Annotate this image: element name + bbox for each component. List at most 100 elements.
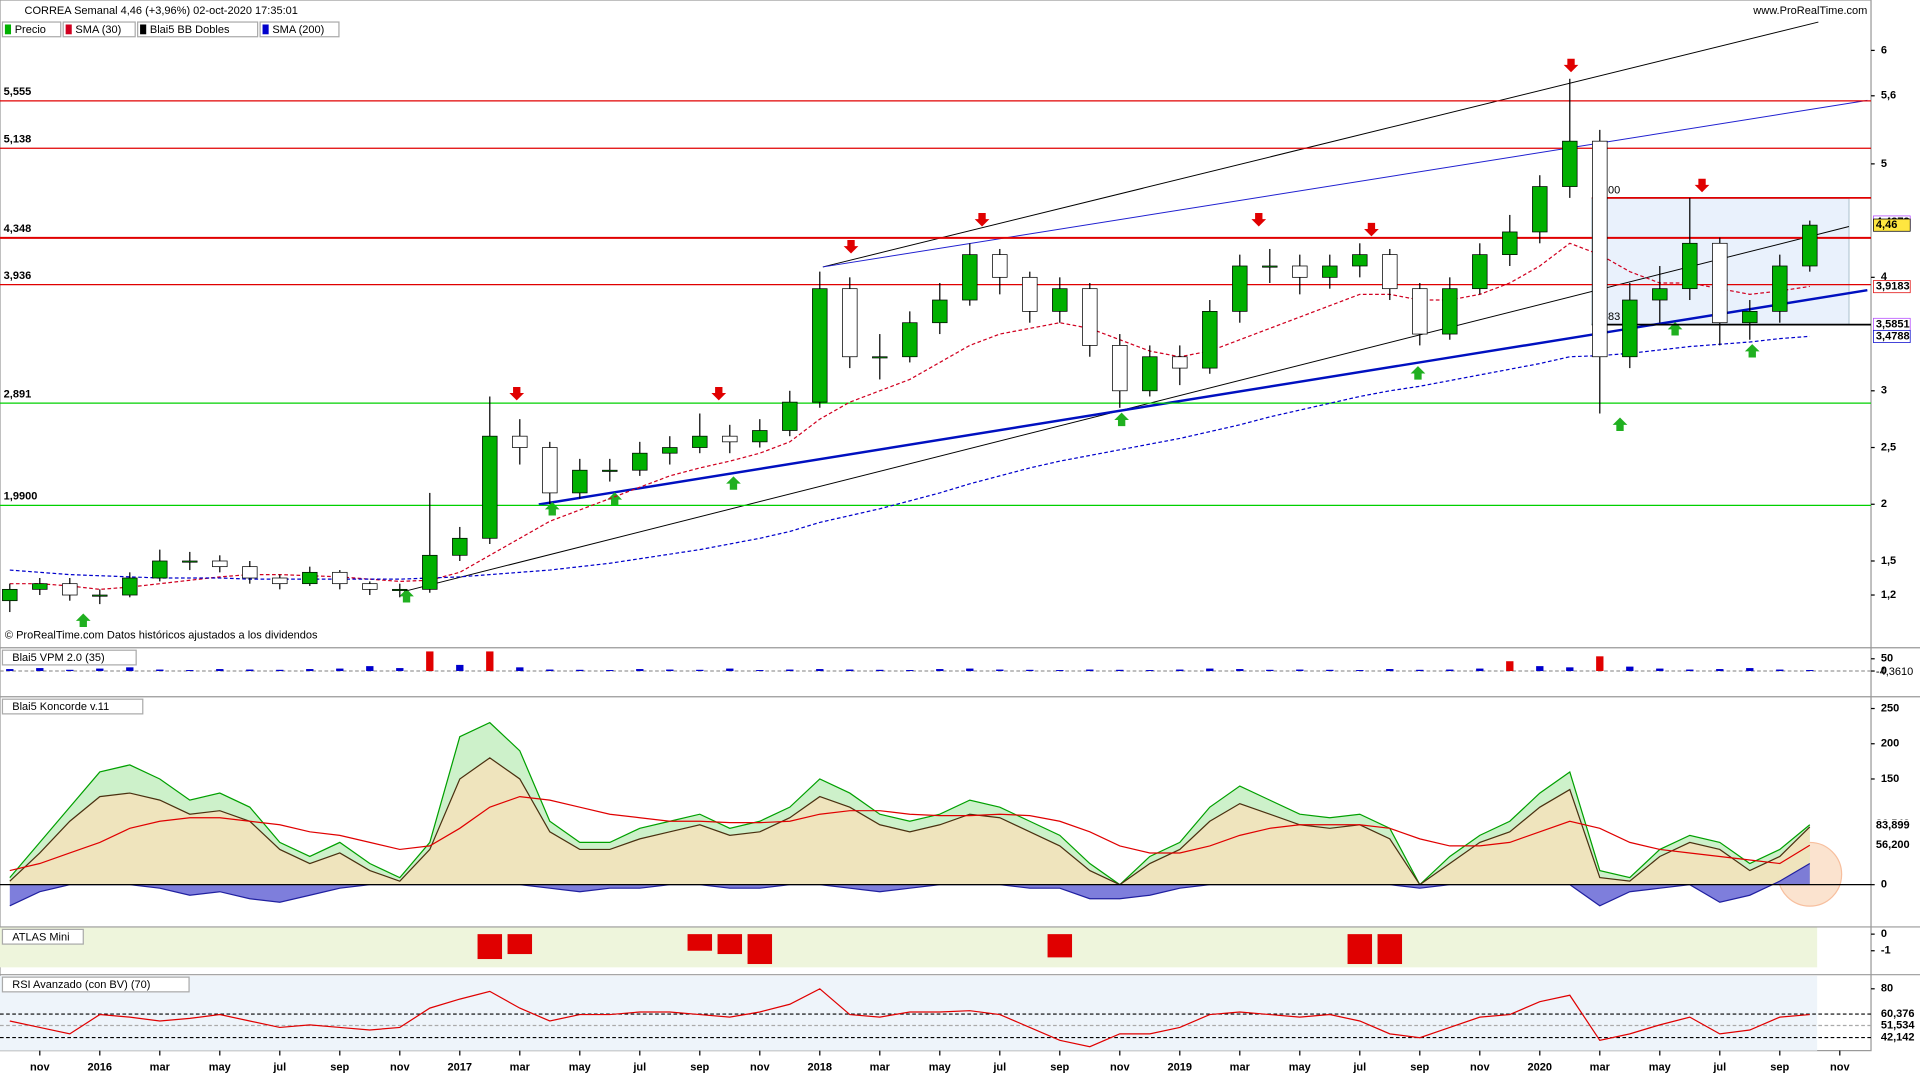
- x-tick-label: 2019: [1168, 1062, 1193, 1074]
- legend-box: [62, 21, 136, 38]
- candle-body: [32, 583, 48, 590]
- candle-body: [62, 583, 78, 596]
- x-tick-label: nov: [1110, 1062, 1130, 1074]
- y-tick-label: 200: [1881, 738, 1899, 750]
- candle-body: [1022, 276, 1038, 312]
- price-tag: 4,46: [1876, 219, 1897, 231]
- x-tick-label: sep: [690, 1062, 709, 1074]
- x-tick-label: jul: [1352, 1062, 1366, 1074]
- price-tag-bg: [1873, 329, 1911, 343]
- panel-title: Blai5 VPM 2.0 (35): [12, 652, 104, 664]
- candle-body: [932, 299, 948, 324]
- bar: [507, 934, 533, 955]
- bar: [726, 668, 734, 672]
- bar: [1296, 669, 1304, 672]
- candle-body: [422, 554, 438, 590]
- y-tick-label: 2: [1881, 498, 1887, 510]
- value-tag: 56,200: [1876, 839, 1910, 851]
- candle-body: [1172, 356, 1188, 369]
- x-tick-label: may: [209, 1062, 232, 1074]
- candle-body: [302, 571, 318, 585]
- candle-body: [1682, 242, 1698, 290]
- legend-swatch: [4, 24, 12, 35]
- legend-label: SMA (200): [272, 24, 324, 36]
- bar: [246, 669, 254, 672]
- y-tick-label: 1,2: [1881, 589, 1896, 601]
- x-tick-label: nov: [750, 1062, 770, 1074]
- area: [9, 757, 1810, 885]
- signal-arrow-down: [1563, 58, 1579, 73]
- x-tick-label: mar: [150, 1062, 171, 1074]
- signal-arrow-down: [1251, 213, 1267, 227]
- bar: [426, 651, 434, 672]
- legend-swatch: [65, 24, 72, 35]
- legend-label: Blai5 BB Dobles: [150, 24, 230, 36]
- candle-body: [482, 435, 498, 539]
- y-tick-label: 5,6: [1881, 90, 1896, 102]
- candle-body: [512, 435, 528, 448]
- candle-body: [1442, 288, 1458, 335]
- candle-body: [1562, 140, 1578, 187]
- candle-body: [872, 356, 888, 359]
- x-tick-label: nov: [390, 1062, 410, 1074]
- area-line: [9, 795, 1811, 872]
- bar: [1326, 669, 1334, 672]
- bar: [996, 669, 1004, 672]
- candle-body: [1592, 140, 1608, 358]
- bar: [756, 670, 764, 672]
- signal-arrow-down: [711, 386, 727, 401]
- bar: [486, 651, 494, 672]
- candle-body: [452, 537, 468, 556]
- candle-body: [1232, 265, 1248, 312]
- x-tick-label: mar: [510, 1062, 531, 1074]
- bar: [1506, 661, 1514, 672]
- area-line: [9, 757, 1811, 886]
- trendline: [822, 99, 1868, 268]
- price-tag: 3,5851: [1876, 318, 1910, 330]
- candle-body: [1052, 288, 1068, 312]
- bar: [66, 669, 74, 672]
- trendline: [822, 21, 1819, 268]
- candle-body: [152, 560, 168, 579]
- y-tick-label: 6: [1881, 44, 1887, 56]
- panel-title-box: [1, 976, 190, 993]
- candle-body: [1262, 265, 1278, 268]
- bar: [576, 669, 584, 672]
- last-value: -4,3610: [1876, 666, 1913, 678]
- x-tick-label: sep: [1770, 1062, 1789, 1074]
- candle-body: [1472, 254, 1488, 290]
- candle-body: [692, 435, 708, 448]
- bar: [6, 669, 14, 672]
- legend-label: Precio: [15, 24, 46, 36]
- bar: [687, 934, 713, 951]
- bar: [786, 669, 794, 672]
- bar: [1146, 670, 1154, 672]
- bar: [1806, 670, 1814, 672]
- panel-title: Blai5 Koncorde v.11: [12, 701, 109, 713]
- price-tag-bg: [1873, 218, 1911, 232]
- candle-body: [602, 469, 618, 472]
- bar: [876, 669, 884, 672]
- x-tick-label: jul: [1712, 1062, 1726, 1074]
- bar: [36, 668, 44, 672]
- bar: [156, 669, 164, 672]
- x-tick-label: sep: [1410, 1062, 1429, 1074]
- x-tick-label: nov: [30, 1062, 50, 1074]
- bar: [1266, 669, 1274, 672]
- level-label: 5,138: [4, 134, 32, 146]
- candle-body: [2, 588, 18, 602]
- bar: [1347, 934, 1373, 965]
- bar: [1686, 669, 1694, 672]
- candle-body: [542, 447, 558, 494]
- bar: [306, 669, 314, 672]
- bar: [1446, 669, 1454, 672]
- candle-body: [1652, 288, 1668, 301]
- bar: [276, 669, 284, 672]
- signal-arrow-up: [1612, 417, 1628, 432]
- candle-body: [1502, 231, 1518, 256]
- candle-body: [842, 288, 858, 358]
- candle-body: [1202, 311, 1218, 369]
- bar: [1776, 669, 1784, 672]
- legend-swatch: [262, 24, 269, 35]
- y-tick-label: 3: [1881, 385, 1887, 397]
